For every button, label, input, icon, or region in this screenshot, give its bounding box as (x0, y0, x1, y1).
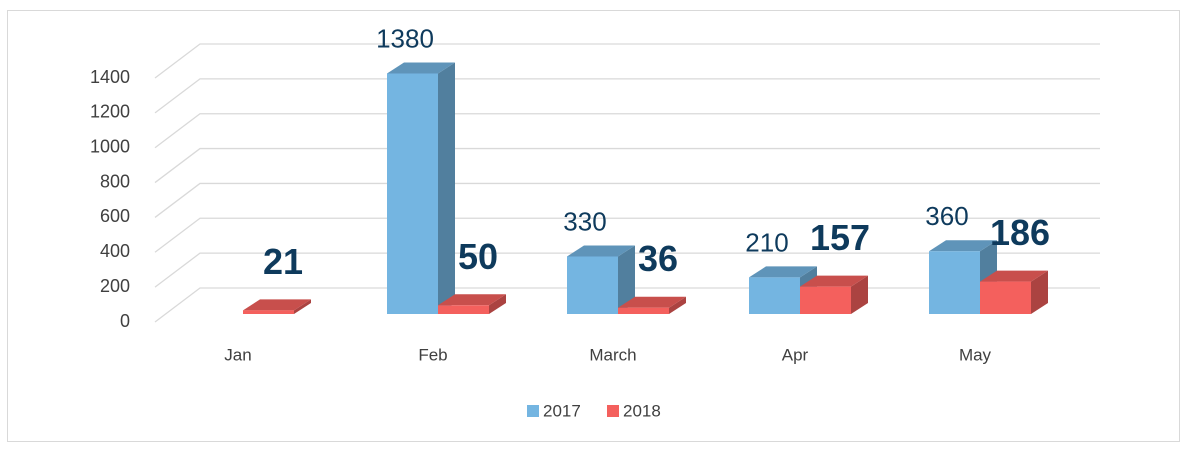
bar (387, 62, 455, 314)
bar (980, 270, 1048, 314)
bar-front (980, 281, 1031, 314)
y-tick-label: 1400 (90, 67, 130, 87)
bar-front (438, 305, 489, 314)
bar-top (749, 266, 817, 278)
grid-line (154, 43, 1100, 79)
bar-side (489, 294, 506, 314)
grid-line (154, 217, 1100, 253)
bar-front (243, 310, 294, 314)
bar-front (387, 73, 438, 314)
bar (567, 245, 635, 314)
bar-side (851, 275, 868, 314)
bar-side (294, 299, 311, 314)
bar (243, 299, 311, 314)
bar-side (438, 62, 455, 314)
x-tick-label: Feb (418, 345, 447, 364)
y-tick-label: 0 (120, 311, 130, 331)
data-label: 50 (458, 236, 498, 277)
bar-top (243, 299, 311, 311)
data-label: 360 (925, 201, 968, 231)
bar-side (618, 245, 635, 314)
bar-side (669, 296, 686, 314)
bar-front (929, 251, 980, 314)
x-tick-label: March (589, 345, 636, 364)
y-tick-label: 1200 (90, 102, 130, 122)
legend-label: 2017 (543, 401, 581, 420)
legend-swatch (607, 405, 619, 417)
grid-line (154, 147, 1100, 184)
bar (618, 296, 686, 314)
y-tick-label: 200 (100, 276, 130, 296)
bar-front (618, 307, 669, 314)
data-label: 36 (638, 238, 678, 279)
bar-side (1031, 270, 1048, 314)
x-tick-label: May (959, 345, 992, 364)
grid-line (154, 113, 1100, 149)
y-tick-label: 400 (100, 241, 130, 261)
bar-front (749, 277, 800, 314)
bar (438, 294, 506, 314)
grid-line (154, 182, 1100, 218)
y-tick-label: 800 (100, 171, 130, 191)
x-tick-label: Apr (782, 345, 809, 364)
grid-line (154, 78, 1100, 114)
bar-top (929, 240, 997, 252)
bar-top (567, 245, 635, 257)
bar-top (387, 62, 455, 74)
data-label: 157 (810, 217, 870, 258)
bar (800, 275, 868, 314)
data-label: 186 (990, 212, 1050, 253)
bar-top (800, 275, 868, 287)
data-label: 330 (563, 206, 606, 236)
bar-front (800, 286, 851, 314)
bar-top (438, 294, 506, 306)
chart-border (7, 10, 1180, 442)
legend-label: 2018 (623, 401, 661, 420)
data-label: 21 (263, 241, 303, 282)
data-label: 1380 (376, 23, 434, 53)
bar-front (567, 256, 618, 314)
y-tick-label: 600 (100, 206, 130, 226)
data-label: 210 (745, 227, 788, 257)
y-tick-label: 1000 (90, 136, 130, 156)
x-tick-label: Jan (224, 345, 251, 364)
bar-top (618, 296, 686, 308)
grid-line (154, 252, 1100, 288)
bar-top (980, 270, 1048, 282)
legend-swatch (527, 405, 539, 417)
